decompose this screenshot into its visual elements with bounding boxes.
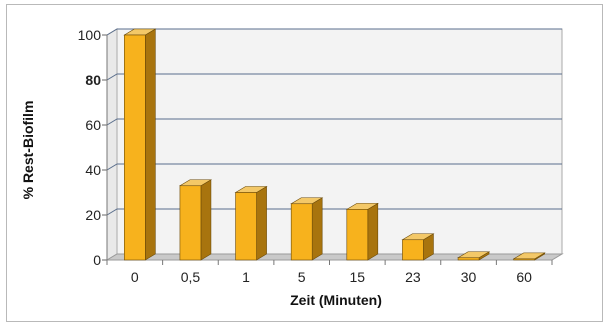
bar-side-face [367,202,379,261]
bar-0,5 [178,179,213,261]
x-axis-title: Zeit (Minuten) [290,292,382,308]
bar-23 [401,233,435,261]
bar-front-face [124,34,146,261]
gridline [106,28,562,36]
bar-front-face [235,192,257,261]
gridline [106,118,562,126]
bar-30 [456,251,491,261]
y-tick-label: 0 [93,252,101,268]
chart-frame: 0 20 40 60 80 100 0 0,5 1 5 15 23 30 60 Zeit (Minute… [6,4,603,322]
x-tick-label: 30 [461,269,477,285]
bar-5 [290,197,324,261]
bar-front-face [457,257,480,261]
bar-side-face [311,197,323,261]
bar-15 [345,202,379,261]
bar-front-face [179,185,202,261]
y-tick-label: 80 [85,72,101,88]
bars [123,28,546,261]
floor [105,253,564,261]
x-tick-label: 0 [131,269,139,285]
bar-front-face [290,203,313,261]
gridlines [102,28,562,261]
bar-side-face [145,28,156,261]
bar-front-face [346,209,369,261]
bar-side-face [200,179,212,261]
y-axis-tick-labels: 0 20 40 60 80 100 [78,27,102,268]
y-axis-title: % Rest-Biofilm [20,101,36,200]
y-tick-label: 40 [85,162,101,178]
x-tick-label: 1 [242,269,250,285]
x-tick-label: 15 [350,269,366,285]
bar-60 [512,252,546,261]
x-tick-label: 23 [405,269,421,285]
y-tick-label: 60 [85,117,101,133]
bar-1 [234,185,268,261]
x-axis-tick-labels: 0 0,5 1 5 15 23 30 60 [106,260,553,285]
bar-front-face [513,258,535,261]
y-tick-label: 20 [85,207,101,223]
gridline [106,73,562,81]
bar-side-face [256,185,267,261]
gridline [106,208,562,216]
bar-0 [123,28,157,261]
x-tick-label: 0,5 [181,269,201,285]
gridline [106,163,562,171]
x-tick-label: 5 [298,269,306,285]
bar-front-face [402,239,424,261]
plot-walls [105,28,564,261]
side-wall [106,28,118,261]
y-tick-label: 100 [78,27,102,43]
x-tick-label: 60 [516,269,532,285]
